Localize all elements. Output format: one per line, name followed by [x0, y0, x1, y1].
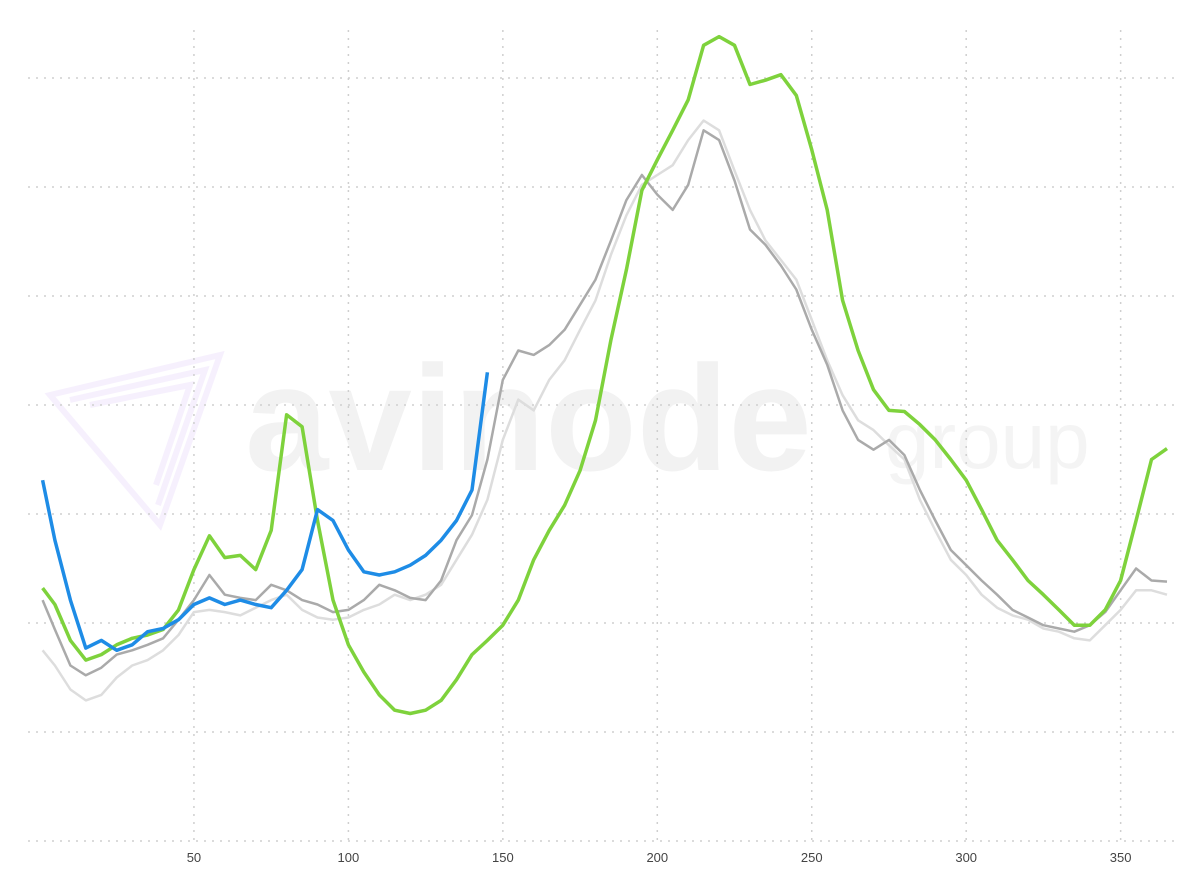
series-line [41, 34, 1169, 716]
series-line [40, 372, 490, 653]
x-tick-label: 150 [492, 850, 514, 865]
x-tick-label: 100 [338, 850, 360, 865]
x-tick-label: 50 [187, 850, 201, 865]
x-tick-label: 250 [801, 850, 823, 865]
x-tick-label: 300 [955, 850, 977, 865]
series-line [41, 129, 1168, 677]
watermark-suffix: group [885, 396, 1090, 485]
x-tick-label: 200 [646, 850, 668, 865]
series-line [41, 119, 1168, 702]
x-tick-label: 350 [1110, 850, 1132, 865]
watermark-logo [44, 350, 225, 531]
watermark-brand: avinode [245, 334, 812, 502]
